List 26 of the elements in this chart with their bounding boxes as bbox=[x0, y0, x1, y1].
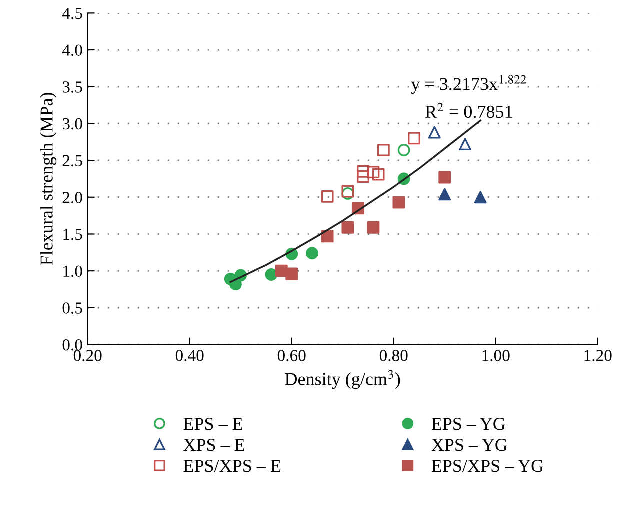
x-tick-label: 1.20 bbox=[584, 350, 612, 362]
y-tick-label: 1.0 bbox=[64, 266, 82, 278]
y-tick-label: 2.5 bbox=[62, 155, 82, 167]
y-tick-label: 4.5 bbox=[62, 8, 82, 20]
y-tick-label: 3.0 bbox=[62, 118, 82, 130]
y-tick-label: 0.0 bbox=[62, 339, 82, 351]
y-axis-title: Flexural strength (MPa) bbox=[40, 93, 57, 266]
x-tick-label: 0.40 bbox=[176, 350, 204, 362]
legend-label: XPS – YG bbox=[432, 439, 508, 452]
legend-label: EPS/XPS – E bbox=[184, 460, 281, 472]
y-tick-label: 1.5 bbox=[64, 229, 82, 240]
x-axis-title: Density (g/cm$^{3}$) bbox=[285, 370, 400, 390]
legend-label: EPS – E bbox=[184, 418, 242, 430]
y-tick-label: 3.5 bbox=[62, 82, 82, 93]
legend-label: XPS – E bbox=[184, 439, 244, 452]
legend-label: EPS – YG bbox=[432, 418, 506, 430]
annotation: R$^{2}$ = 0.7851 bbox=[426, 102, 512, 118]
legend-label: EPS/XPS – YG bbox=[432, 460, 544, 472]
y-tick-label: 4.0 bbox=[62, 44, 82, 56]
x-tick-label: 0.20 bbox=[74, 350, 102, 362]
x-tick-label: 0.60 bbox=[278, 350, 306, 362]
annotation: y = 3.2173x$^{1.822}$ bbox=[411, 75, 526, 94]
y-tick-label: 0.5 bbox=[62, 302, 82, 314]
y-tick-label: 2.0 bbox=[62, 192, 82, 204]
x-tick-label: 0.80 bbox=[380, 350, 408, 362]
x-tick-label: 1.00 bbox=[482, 350, 510, 362]
